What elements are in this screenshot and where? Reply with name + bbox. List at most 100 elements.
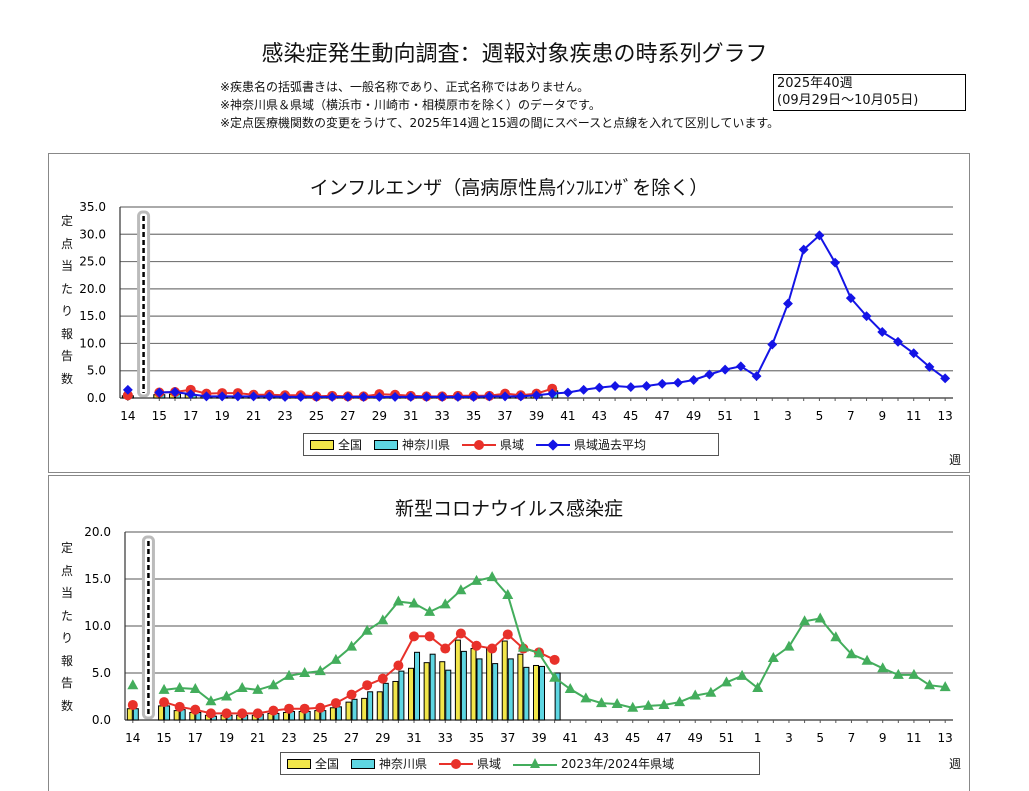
data-point-triangle: [392, 595, 404, 606]
legend-circle-line-icon: [462, 439, 497, 451]
x-tick-label: 29: [372, 409, 387, 423]
y-tick-label: 15.0: [79, 309, 106, 323]
data-point-triangle: [346, 640, 358, 651]
legend-region: 県域: [439, 755, 501, 772]
x-tick-label: 19: [215, 409, 230, 423]
bar-national: [173, 710, 180, 721]
legend-swatch: [310, 439, 334, 450]
x-tick-label: 31: [406, 731, 421, 745]
x-tick-label: 3: [784, 409, 792, 423]
x-tick-label: 51: [719, 731, 734, 745]
data-point-triangle: [502, 588, 514, 599]
x-tick-label: 45: [625, 731, 640, 745]
data-point-triangle: [299, 667, 311, 677]
y-label-char: 告: [60, 676, 73, 690]
data-point-circle: [190, 704, 201, 715]
data-point-diamond: [515, 391, 526, 402]
data-point-diamond: [217, 391, 228, 402]
y-tick-label: 20.0: [79, 282, 106, 296]
y-tick-label: 5.0: [87, 364, 106, 378]
data-point-diamond: [924, 361, 935, 372]
bar-national: [329, 707, 336, 721]
y-label-char: り: [60, 631, 73, 645]
data-point-triangle: [330, 653, 342, 664]
data-point-diamond: [908, 348, 919, 359]
data-point-circle: [455, 628, 466, 639]
data-point-diamond: [547, 388, 558, 399]
data-point-triangle: [267, 679, 279, 690]
x-axis-unit-2: 週: [949, 757, 962, 771]
data-point-triangle: [736, 669, 748, 680]
data-point-diamond: [452, 391, 463, 402]
legend-label: 全国: [315, 757, 340, 771]
data-point-triangle: [549, 671, 561, 682]
data-point-triangle: [455, 584, 467, 595]
data-point-triangle: [439, 598, 451, 609]
data-point-diamond: [374, 391, 385, 402]
data-point-circle: [315, 702, 326, 713]
y-label-char: た: [60, 281, 73, 296]
y-label-char: 定: [60, 541, 73, 555]
x-tick-label: 15: [156, 731, 171, 745]
data-point-diamond: [170, 387, 180, 397]
bar-kanagawa: [164, 705, 171, 721]
x-tick-label: 14: [125, 731, 140, 745]
bar-national: [283, 711, 290, 721]
bar-kanagawa: [523, 666, 530, 721]
y-label-char: 報: [60, 653, 73, 668]
data-point-diamond: [185, 389, 196, 400]
bar-kanagawa: [476, 658, 483, 721]
data-point-triangle: [127, 679, 139, 690]
bar-kanagawa: [367, 691, 374, 721]
bar-national: [454, 639, 461, 721]
y-axis-label-1: 定 点 当 た り 報 告 数: [60, 210, 74, 390]
data-point-circle: [362, 680, 373, 691]
x-tick-label: 27: [340, 409, 355, 423]
influenza-chart-title: インフルエンザ（高病原性鳥ｲﾝﾌﾙｴﾝｻﾞを除く）: [309, 177, 709, 199]
data-point-triangle: [627, 701, 639, 712]
data-point-triangle: [877, 662, 889, 673]
data-point-circle: [393, 660, 404, 671]
data-point-triangle: [939, 681, 951, 692]
legend-swatch: [287, 758, 311, 769]
data-point-triangle: [408, 597, 420, 608]
bar-kanagawa: [554, 672, 561, 721]
data-point-diamond: [405, 391, 416, 402]
data-point-diamond: [295, 391, 306, 402]
legend-kanagawa: 神奈川県: [351, 755, 427, 772]
data-point-triangle: [845, 648, 857, 659]
data-point-triangle: [892, 668, 904, 679]
data-point-diamond: [327, 391, 338, 402]
covid-chart-title: 新型コロナウイルス感染症: [394, 498, 623, 520]
x-tick-label: 29: [375, 731, 390, 745]
data-point-triangle: [658, 698, 670, 709]
x-tick-label: 1: [753, 409, 761, 423]
legend-swatch: [351, 758, 376, 769]
bar-kanagawa: [507, 658, 514, 721]
x-tick-label: 9: [878, 409, 886, 423]
y-label-char: 数: [60, 698, 73, 713]
bar-national: [501, 640, 508, 721]
data-point-diamond: [154, 387, 165, 398]
data-point-circle: [221, 708, 232, 719]
data-point-triangle: [221, 690, 233, 701]
data-point-diamond: [437, 391, 448, 402]
x-axis-unit-1: 週: [949, 453, 962, 467]
data-point-triangle: [236, 682, 248, 693]
legend-past-average: 県域過去平均: [536, 436, 646, 453]
x-tick-label: 51: [717, 409, 732, 423]
data-point-triangle: [158, 683, 170, 694]
data-point-triangle: [720, 676, 732, 687]
data-point-circle: [174, 701, 185, 712]
legend-triangle-line-icon: [513, 757, 558, 770]
data-point-diamond: [421, 391, 432, 402]
x-tick-label: 49: [686, 409, 701, 423]
x-tick-label: 17: [183, 409, 198, 423]
bar-kanagawa: [351, 698, 358, 721]
y-axis-label-2: 定 点 当 た り 報 告 数: [60, 537, 74, 717]
data-point-triangle: [471, 574, 483, 585]
data-point-circle: [122, 390, 133, 401]
bar-national: [345, 701, 352, 721]
bar-kanagawa: [414, 651, 421, 721]
x-tick-label: 35: [466, 409, 481, 423]
